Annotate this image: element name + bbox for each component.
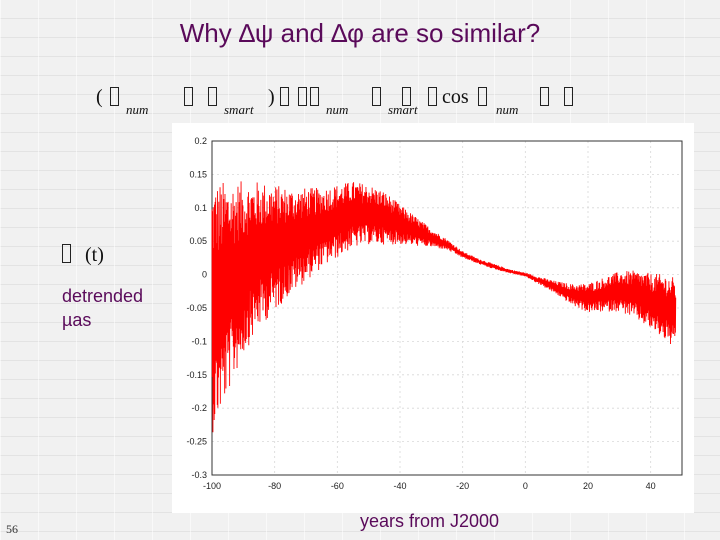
x-tick-label: -20 xyxy=(456,481,469,491)
y-tick-label: -0.25 xyxy=(186,437,207,447)
x-tick-label: -100 xyxy=(203,481,221,491)
y-tick-label: -0.05 xyxy=(186,303,207,313)
formula-close-paren: ) xyxy=(268,86,275,108)
y-tick-label: 0.2 xyxy=(194,136,207,146)
y-tick-label: -0.15 xyxy=(186,370,207,380)
y-axis-label-line1: detrended xyxy=(62,286,144,306)
slide-title: Why ∆ψ and ∆φ are so similar? xyxy=(179,18,541,48)
x-tick-label: 40 xyxy=(646,481,656,491)
x-tick-label: 0 xyxy=(523,481,528,491)
formula-cos: cos xyxy=(442,86,469,108)
formula-glyph-box xyxy=(310,87,319,106)
fn-glyph-box xyxy=(62,244,71,263)
formula-glyph-box xyxy=(280,87,289,106)
x-tick-label: -40 xyxy=(393,481,406,491)
formula-glyph-box xyxy=(478,87,487,106)
plot-svg: 0.2 0.15 0.1 0.05 0 -0.05 -0.1 -0.15 -0.2 -0.25 -0… xyxy=(186,136,683,491)
formula: ( num smart ) num smart cos num xyxy=(96,82,596,117)
series-line xyxy=(211,181,677,433)
x-tick-label: -80 xyxy=(268,481,281,491)
formula-glyph-box xyxy=(298,87,307,106)
formula-sub-smart: smart xyxy=(388,102,418,117)
formula-open-paren: ( xyxy=(96,86,103,108)
y-tick-label: -0.2 xyxy=(191,403,207,413)
formula-sub-smart: smart xyxy=(224,102,254,117)
chart-panel: 0.2 0.15 0.1 0.05 0 -0.05 -0.1 -0.15 -0.2 -0.25 -0… xyxy=(172,123,694,513)
formula-glyph-box xyxy=(402,87,411,106)
x-axis-label: years from J2000 xyxy=(360,511,500,531)
function-label-text: (t) xyxy=(85,244,104,266)
formula-glyph-box xyxy=(564,87,573,106)
x-tick-label: -60 xyxy=(331,481,344,491)
formula-glyph-box xyxy=(208,87,217,106)
y-axis-label-line2: µas xyxy=(62,310,92,330)
formula-glyph-box xyxy=(184,87,193,106)
formula-glyph-box xyxy=(110,87,119,106)
y-tick-label: 0.15 xyxy=(189,169,207,179)
formula-sub-num: num xyxy=(496,102,519,117)
y-tick-label: 0 xyxy=(202,270,207,280)
y-tick-label: 0.1 xyxy=(194,203,207,213)
y-axis-label: detrended µas xyxy=(62,284,143,332)
formula-glyph-box xyxy=(372,87,381,106)
function-label: (t) xyxy=(62,244,104,267)
slide-number: 56 xyxy=(6,522,18,536)
y-tick-label: -0.3 xyxy=(191,470,207,480)
formula-glyph-box xyxy=(540,87,549,106)
y-tick-label: 0.05 xyxy=(189,236,207,246)
x-tick-label: 20 xyxy=(583,481,593,491)
formula-glyph-box xyxy=(428,87,437,106)
formula-sub-num: num xyxy=(326,102,349,117)
y-tick-label: -0.1 xyxy=(191,336,207,346)
formula-sub-num: num xyxy=(126,102,149,117)
